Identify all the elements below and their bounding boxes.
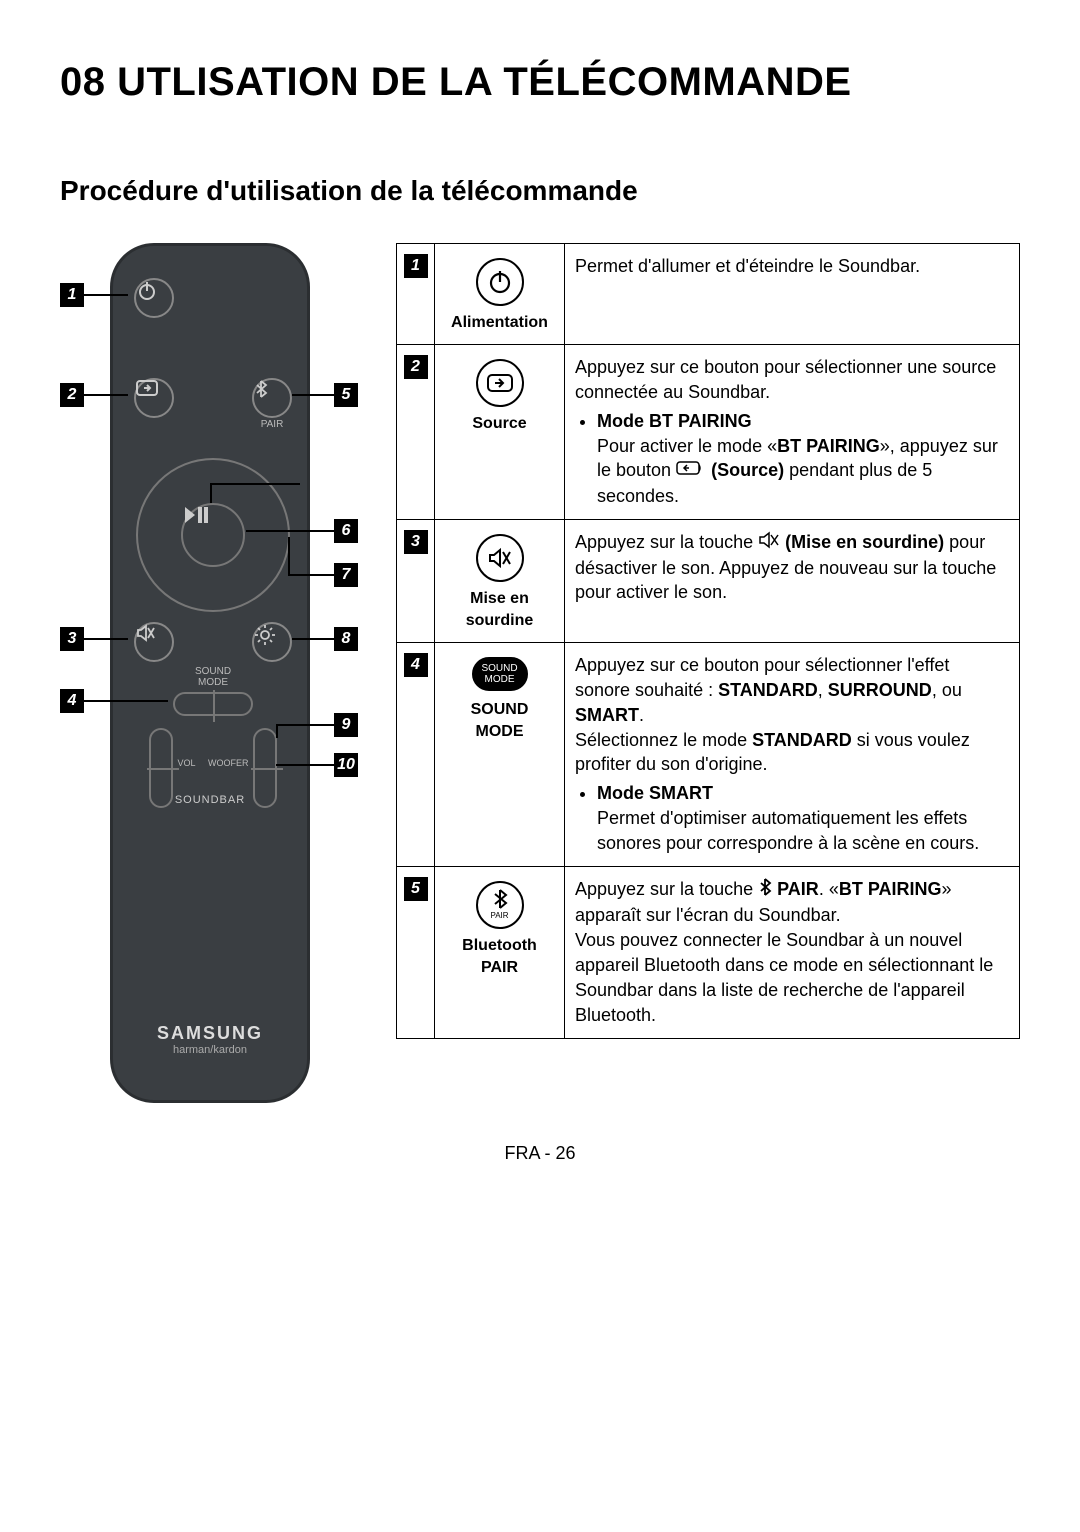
row-desc: Appuyez sur ce bouton pour sélectionner … bbox=[565, 345, 1020, 520]
source-icon bbox=[476, 359, 524, 407]
row-num: 4 bbox=[404, 653, 428, 677]
remote-mute-button bbox=[134, 622, 174, 662]
callout-7: 7 bbox=[334, 563, 358, 587]
soundmode-l1: SOUND bbox=[195, 666, 231, 677]
remote-source-button bbox=[134, 378, 174, 418]
brand-label: SAMSUNG bbox=[113, 1023, 307, 1044]
pair-label: PAIR bbox=[252, 419, 292, 430]
remote-btpair-button bbox=[252, 378, 292, 418]
power-icon bbox=[476, 258, 524, 306]
remote-settings-button bbox=[252, 622, 292, 662]
callout-6: 6 bbox=[334, 519, 358, 543]
btpair-icon: PAIR bbox=[476, 881, 524, 929]
callout-8: 8 bbox=[334, 627, 358, 651]
source-icon bbox=[136, 380, 158, 396]
row-desc: Appuyez sur la touche (Mise en sourdine)… bbox=[565, 519, 1020, 642]
remote-soundmode-rocker bbox=[173, 692, 253, 716]
page-title: 08 UTLISATION DE LA TÉLÉCOMMANDE bbox=[60, 60, 1020, 105]
remote-power-button bbox=[134, 278, 174, 318]
row-num: 1 bbox=[404, 254, 428, 278]
callout-10: 10 bbox=[334, 753, 358, 777]
playpause-icon bbox=[183, 505, 209, 525]
page-footer: FRA - 26 bbox=[60, 1143, 1020, 1164]
page-subtitle: Procédure d'utilisation de la télécomman… bbox=[60, 175, 1020, 207]
callout-5: 5 bbox=[334, 383, 358, 407]
row-desc: Appuyez sur la touche PAIR. «BT PAIRING»… bbox=[565, 866, 1020, 1038]
row-label: SOUND MODE bbox=[445, 699, 554, 743]
soundmode-l2: MODE bbox=[198, 677, 228, 688]
soundmode-icon: SOUNDMODE bbox=[472, 657, 528, 691]
callout-1: 1 bbox=[60, 283, 84, 307]
remote-diagram: PAIR SOUND MODE bbox=[60, 243, 360, 1103]
row-label: Bluetooth PAIR bbox=[445, 935, 554, 979]
woofer-label: WOOFER bbox=[208, 758, 249, 768]
row-num: 3 bbox=[404, 530, 428, 554]
row-desc: Permet d'allumer et d'éteindre le Soundb… bbox=[565, 244, 1020, 345]
callout-3: 3 bbox=[60, 627, 84, 651]
power-icon bbox=[136, 280, 158, 302]
mute-icon bbox=[476, 534, 524, 582]
row-label: Alimentation bbox=[445, 312, 554, 334]
gear-icon bbox=[254, 624, 276, 646]
row-num: 5 bbox=[404, 877, 428, 901]
bluetooth-icon bbox=[254, 380, 268, 398]
mute-icon bbox=[136, 624, 156, 642]
callout-9: 9 bbox=[334, 713, 358, 737]
subbrand-label: harman/kardon bbox=[113, 1044, 307, 1056]
vol-label: VOL bbox=[177, 758, 195, 768]
row-label: Source bbox=[445, 413, 554, 435]
row-num: 2 bbox=[404, 355, 428, 379]
soundbar-label: SOUNDBAR bbox=[113, 794, 307, 806]
callout-2: 2 bbox=[60, 383, 84, 407]
callout-4: 4 bbox=[60, 689, 84, 713]
function-table: 1 Alimentation Permet d'allumer et d'éte… bbox=[396, 243, 1020, 1039]
row-desc: Appuyez sur ce bouton pour sélectionner … bbox=[565, 643, 1020, 867]
remote-playpause bbox=[181, 503, 245, 567]
row-label: Mise en sourdine bbox=[445, 588, 554, 632]
